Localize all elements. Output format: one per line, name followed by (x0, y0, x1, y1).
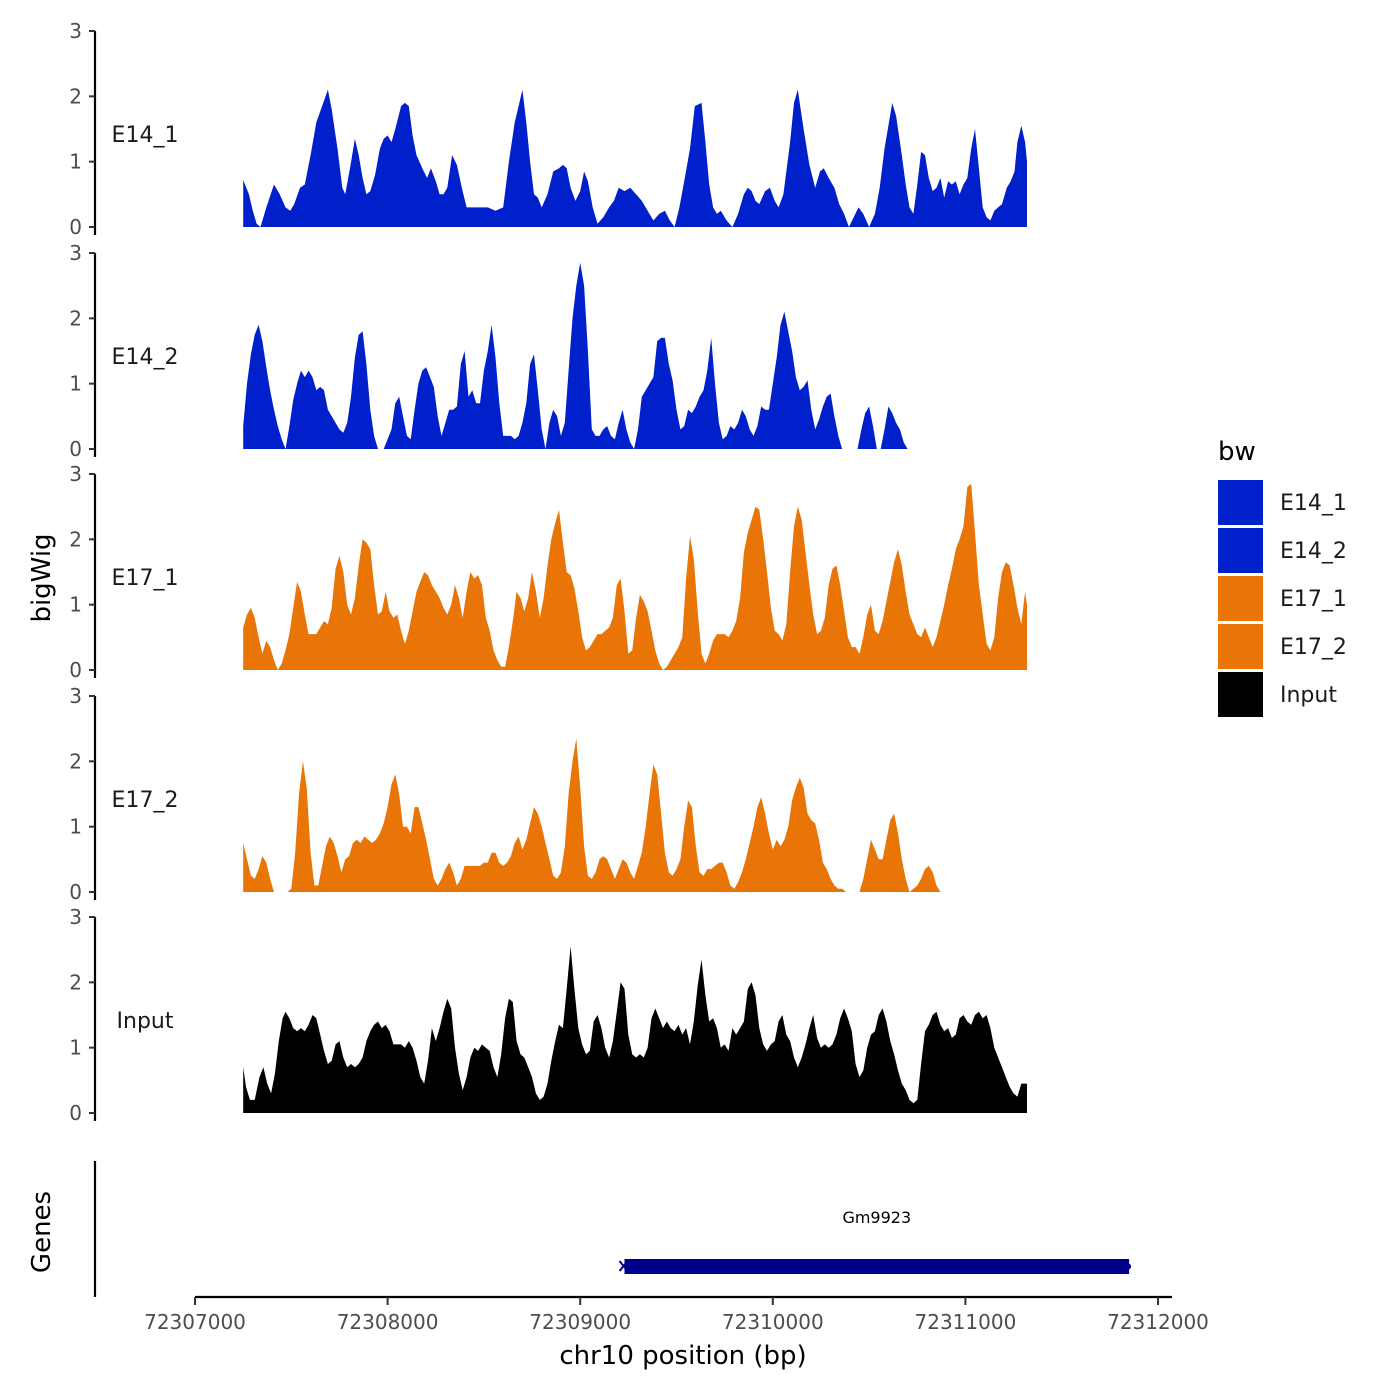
x-tick-label-72308000: 72308000 (337, 1310, 439, 1334)
genes-axis-title: Genes (27, 1191, 57, 1273)
x-axis: 72307000 72308000 72309000 72310000 72311000… (144, 1295, 1209, 1334)
y-tick-label-E17_2-1: 1 (69, 815, 82, 839)
x-tick-label-72312000: 72312000 (1107, 1310, 1209, 1334)
legend-label-E14_1: E14_1 (1280, 491, 1347, 516)
y-tick-label-E17_1-3: 3 (69, 462, 82, 486)
gene-label-Gm9923: Gm9923 (842, 1208, 911, 1227)
track-label-E17_2: E17_2 (112, 788, 179, 813)
track-Input: 0 1 2 3 Input (69, 905, 1027, 1125)
area-E17_1 (243, 483, 1027, 670)
track-label-Input: Input (117, 1009, 174, 1034)
legend-label-E17_1: E17_1 (1280, 587, 1347, 612)
gene-strand-marker (618, 1260, 629, 1272)
x-tick-label-72311000: 72311000 (915, 1310, 1017, 1334)
track-E17_1: 0 1 2 3 E17_1 (69, 462, 1027, 682)
track-E14_2: 0 1 2 3 E14_2 (69, 241, 908, 461)
track-E14_1: 0 1 2 3 E14_1 (69, 19, 1027, 239)
x-tick-label-72307000: 72307000 (144, 1310, 246, 1334)
legend: bw E14_1 E14_2 E17_1 E17_2 Input (1218, 437, 1347, 717)
tracks-group: 0 1 2 3 E14_1 0 1 2 3 E14_2 0 1 2 3 E17_1 0 1 2 3 E17_2 0 1 2 3… (69, 19, 1027, 1125)
x-axis-title: chr10 position (bp) (559, 1341, 806, 1371)
legend-swatch-E14_2 (1218, 528, 1263, 573)
track-label-E17_1: E17_1 (112, 566, 179, 591)
track-E17_2: 0 1 2 3 E17_2 (69, 684, 941, 904)
track-label-E14_1: E14_1 (112, 123, 179, 148)
x-tick-label-72310000: 72310000 (722, 1310, 824, 1334)
y-tick-label-E14_2-0: 0 (69, 437, 82, 461)
area-E14_1 (243, 89, 1027, 227)
y-tick-label-Input-1: 1 (69, 1036, 82, 1060)
y-tick-label-Input-0: 0 (69, 1101, 82, 1125)
y-tick-label-E14_1-1: 1 (69, 150, 82, 174)
legend-swatch-E17_1 (1218, 576, 1263, 621)
area-Input (243, 946, 1027, 1113)
legend-swatch-E17_2 (1218, 624, 1263, 669)
y-tick-label-E17_2-3: 3 (69, 684, 82, 708)
legend-swatch-Input (1218, 672, 1263, 717)
y-tick-label-E14_2-2: 2 (69, 306, 82, 330)
legend-title: bw (1218, 437, 1256, 467)
y-tick-label-E17_1-0: 0 (69, 658, 82, 682)
legend-swatch-E14_1 (1218, 480, 1263, 525)
y-tick-label-E17_2-2: 2 (69, 749, 82, 773)
legend-label-E14_2: E14_2 (1280, 539, 1347, 564)
y-tick-label-Input-2: 2 (69, 970, 82, 994)
y-tick-label-E14_2-1: 1 (69, 372, 82, 396)
track-label-E14_2: E14_2 (112, 345, 179, 370)
y-tick-label-Input-3: 3 (69, 905, 82, 929)
y-tick-label-E17_2-0: 0 (69, 880, 82, 904)
area-E14_2 (243, 262, 908, 449)
legend-label-Input: Input (1280, 683, 1337, 708)
gene-body-Gm9923 (624, 1259, 1130, 1274)
x-tick-label-72309000: 72309000 (529, 1310, 631, 1334)
y-axis-title: bigWig (27, 533, 57, 622)
genes-track: Gm9923 (93, 1161, 1132, 1297)
area-E17_2 (243, 738, 941, 892)
y-tick-label-E14_2-3: 3 (69, 241, 82, 265)
y-tick-label-E14_1-2: 2 (69, 84, 82, 108)
legend-label-E17_2: E17_2 (1280, 635, 1347, 660)
y-tick-label-E14_1-0: 0 (69, 215, 82, 239)
y-tick-label-E17_1-1: 1 (69, 593, 82, 617)
gene-end-marker (1125, 1263, 1132, 1270)
y-tick-label-E14_1-3: 3 (69, 19, 82, 43)
y-tick-label-E17_1-2: 2 (69, 527, 82, 551)
